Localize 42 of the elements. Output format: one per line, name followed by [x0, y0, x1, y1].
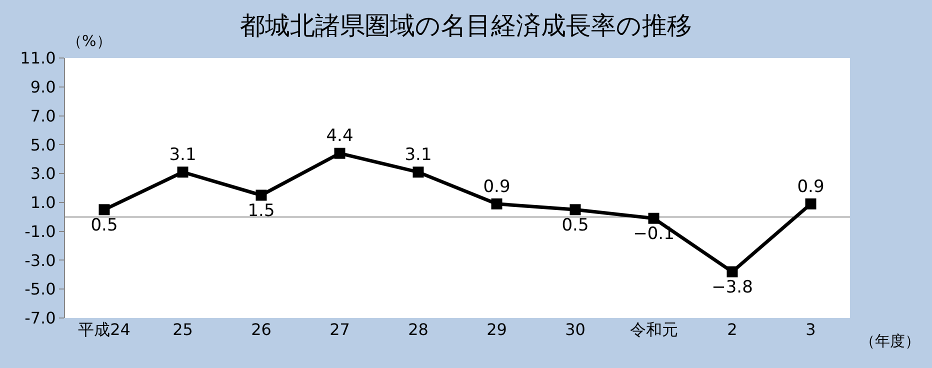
data-label: 0.5 [90, 215, 118, 236]
y-tick-label: 9.0 [30, 77, 56, 96]
data-label: 0.5 [562, 215, 589, 236]
x-tick-label: 令和元 [630, 320, 678, 339]
y-tick-label: 11.0 [20, 48, 56, 68]
point [334, 148, 346, 159]
x-tick-label: 27 [330, 320, 350, 339]
point [648, 212, 660, 224]
point [412, 166, 424, 178]
y-tick-label: 5.0 [30, 135, 56, 154]
y-axis-title: （%） [67, 32, 112, 50]
x-tick-label: 25 [172, 320, 193, 339]
y-tick-label: -5.0 [24, 280, 56, 299]
x-tick-label: 26 [251, 320, 272, 339]
point [570, 204, 581, 216]
point [491, 198, 502, 210]
chart-title: 都城北諸県圏域の名目経済成長率の推移 [240, 11, 692, 40]
y-tick-label: 7.0 [30, 106, 56, 126]
point [256, 190, 267, 201]
x-tick-label: 29 [486, 320, 507, 339]
y-tick-label: 3.0 [30, 164, 56, 184]
point [805, 198, 816, 210]
y-tick-label: -1.0 [24, 222, 56, 241]
x-tick-label: 3 [806, 320, 816, 339]
data-label: 1.5 [248, 200, 275, 221]
data-label: 0.9 [797, 176, 824, 197]
x-tick-label: 2 [727, 320, 738, 339]
y-tick-label: -3.0 [24, 250, 56, 270]
x-tick-label: 平成24 [78, 320, 130, 339]
point [726, 266, 738, 278]
point [177, 166, 188, 178]
data-label: −3.8 [712, 277, 753, 298]
data-label: 0.9 [483, 176, 510, 197]
point [98, 204, 110, 216]
data-label: 3.1 [169, 144, 196, 165]
y-tick-label: -7.0 [24, 308, 56, 328]
y-tick-label: 1.0 [30, 193, 56, 212]
x-tick-label: 30 [565, 320, 586, 339]
x-axis-title: （年度） [860, 332, 920, 350]
data-label: 4.4 [326, 126, 354, 146]
data-label: 3.1 [404, 144, 432, 165]
x-tick-label: 28 [408, 320, 428, 339]
